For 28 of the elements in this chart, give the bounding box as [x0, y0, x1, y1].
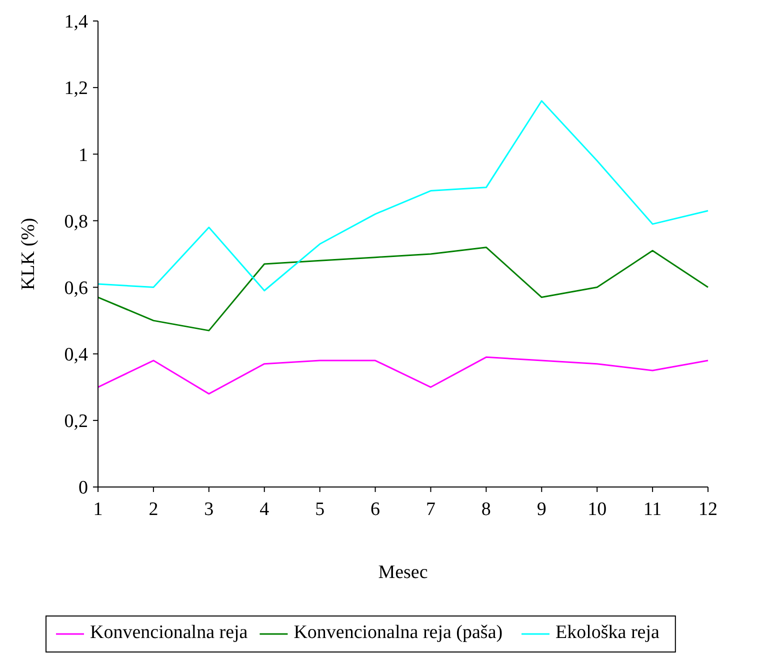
legend-label: Konvencionalna reja (paša)	[294, 622, 503, 643]
x-tick-label: 5	[315, 499, 325, 520]
x-tick-label: 9	[536, 499, 546, 520]
y-tick-label: 0,8	[64, 211, 88, 232]
y-tick-label: 1,4	[64, 12, 88, 33]
x-tick-label: 11	[643, 499, 662, 520]
y-tick-label: 1,2	[64, 78, 88, 100]
x-tick-label: 3	[204, 499, 214, 520]
x-tick-label: 4	[260, 499, 270, 520]
legend-label: Konvencionalna reja	[90, 622, 248, 643]
x-tick-label: 12	[698, 499, 718, 520]
x-tick-label: 2	[148, 499, 158, 520]
x-tick-label: 7	[426, 499, 436, 520]
y-tick-label: 0,2	[64, 411, 88, 432]
legend-label: Ekološka reja	[556, 622, 660, 643]
y-tick-label: 1	[78, 144, 88, 166]
y-axis-title: KLK (%)	[18, 218, 39, 290]
x-tick-label: 6	[370, 499, 380, 520]
x-tick-label: 8	[481, 499, 491, 520]
y-tick-label: 0	[78, 478, 88, 499]
x-tick-label: 1	[93, 499, 103, 520]
line-series	[97, 100, 709, 292]
x-tick-label: 10	[588, 499, 607, 520]
line-series	[97, 356, 709, 395]
x-axis-title: Mesec	[378, 562, 428, 583]
line-series	[97, 246, 709, 332]
y-tick-label: 0,4	[64, 344, 88, 366]
y-tick-label: 0,6	[64, 278, 88, 299]
